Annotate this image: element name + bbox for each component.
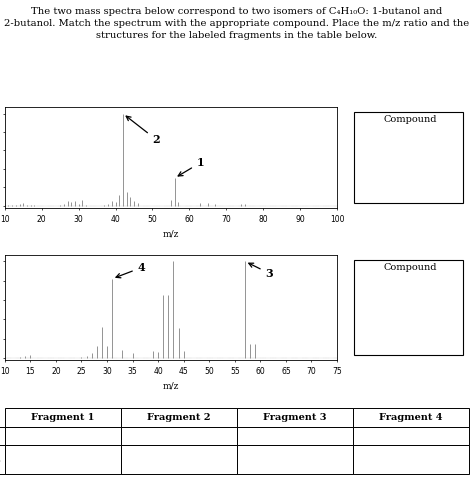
Text: 4: 4 bbox=[116, 262, 146, 278]
Text: 2: 2 bbox=[126, 116, 160, 145]
X-axis label: m/z: m/z bbox=[163, 382, 179, 391]
Text: Compound: Compound bbox=[383, 263, 437, 272]
Text: The two mass spectra below correspond to two isomers of C₄H₁₀O: 1-butanol and
2-: The two mass spectra below correspond to… bbox=[4, 7, 470, 40]
Text: Compound: Compound bbox=[383, 115, 437, 124]
FancyBboxPatch shape bbox=[354, 112, 463, 203]
Text: 3: 3 bbox=[249, 263, 273, 279]
Text: 1: 1 bbox=[178, 157, 204, 176]
X-axis label: m/z: m/z bbox=[163, 229, 179, 238]
FancyBboxPatch shape bbox=[354, 260, 463, 355]
